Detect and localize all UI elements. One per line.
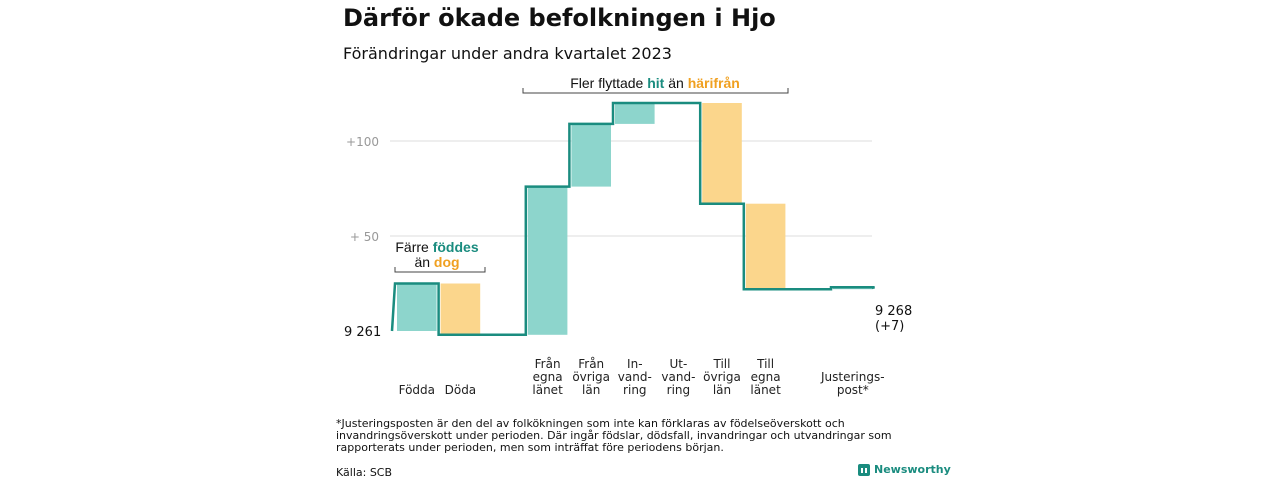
source-label: Källa: SCB [336,466,393,479]
chart-title: Därför ökade befolkningen i Hjo [343,4,776,32]
bar [615,103,655,124]
brand-logo: Newsworthy [858,463,951,476]
end-value-label: 9 268 [875,304,912,319]
x-tick-label: Till [713,357,731,371]
bar [745,203,786,290]
newsworthy-icon [858,463,870,476]
x-tick-label: post* [837,383,869,397]
x-tick-label: egna [751,370,781,384]
bar [527,186,568,335]
x-tick-label: Döda [445,383,477,397]
x-tick-label: län [582,383,600,397]
x-tick-label: vand- [661,370,695,384]
end-change-label: (+7) [875,319,904,334]
x-tick-label: ring [667,383,691,397]
y-tick-label: + 50 [350,230,379,244]
x-tick-label: Till [756,357,774,371]
y-tick-label: +100 [346,135,379,149]
x-tick-label: egna [533,370,563,384]
bar [397,283,437,331]
x-tick-label: Från [535,357,561,371]
x-tick-label: vand- [618,370,652,384]
x-tick-label: ring [623,383,647,397]
x-tick-label: länet [750,383,781,397]
brand-name: Newsworthy [874,463,951,476]
x-tick-label: In- [627,357,642,371]
migration-bracket [522,88,789,94]
bar [440,283,481,335]
bar [702,103,742,204]
x-tick-label: län [713,383,731,397]
chart-subtitle: Förändringar under andra kvartalet 2023 [343,44,672,63]
x-tick-label: Justerings- [820,370,885,384]
x-tick-label: Födda [399,383,435,397]
x-tick-label: övriga [572,370,610,384]
births-bracket [394,267,486,273]
x-tick-label: övriga [703,370,741,384]
x-tick-label: länet [532,383,563,397]
footnote: *Justeringsposten är den del av folkökni… [336,417,892,454]
births-annotation-line2: än dog [414,254,459,270]
start-value-label: 9 261 [344,325,381,340]
x-tick-label: Ut- [669,357,687,371]
migration-annotation: Fler flyttade hit än härifrån [570,75,740,91]
births-annotation-line1: Färre föddes [395,239,478,255]
bar [571,123,611,187]
cumulative-line [390,101,875,337]
x-tick-label: Från [578,357,604,371]
